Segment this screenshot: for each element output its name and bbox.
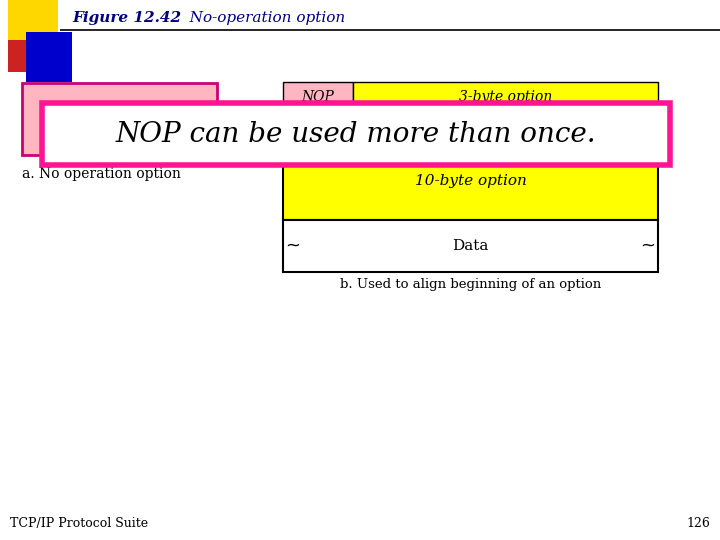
Bar — [283, 112, 353, 142]
Text: ~: ~ — [286, 237, 300, 255]
Bar — [8, 40, 40, 72]
Bar — [8, 0, 58, 45]
Bar — [423, 112, 658, 142]
Text: 00000001: 00000001 — [77, 124, 162, 140]
Text: ~: ~ — [641, 237, 655, 255]
Text: TCP/IP Protocol Suite: TCP/IP Protocol Suite — [10, 517, 148, 530]
Text: Data: Data — [452, 239, 489, 253]
Text: NOP: NOP — [372, 120, 405, 134]
Text: Kind: 1: Kind: 1 — [89, 102, 150, 118]
Text: No-operation option: No-operation option — [175, 11, 346, 25]
Bar — [42, 103, 670, 165]
Text: NOP can be used more than once.: NOP can be used more than once. — [116, 120, 596, 147]
Bar — [353, 82, 658, 112]
Text: 10-byte option: 10-byte option — [415, 174, 526, 188]
Text: b. Used to align beginning of an option: b. Used to align beginning of an option — [340, 278, 601, 291]
Text: 3-byte option: 3-byte option — [459, 90, 552, 104]
Bar — [283, 220, 658, 272]
Bar — [22, 83, 217, 155]
Text: NOP: NOP — [302, 120, 334, 134]
Bar — [283, 82, 353, 112]
Text: NOP: NOP — [302, 90, 334, 104]
Text: Figure 12.42: Figure 12.42 — [72, 11, 181, 25]
Bar — [26, 32, 72, 82]
Bar — [283, 142, 658, 220]
Text: a. No operation option: a. No operation option — [22, 167, 181, 181]
Text: 126: 126 — [686, 517, 710, 530]
Bar — [353, 112, 423, 142]
